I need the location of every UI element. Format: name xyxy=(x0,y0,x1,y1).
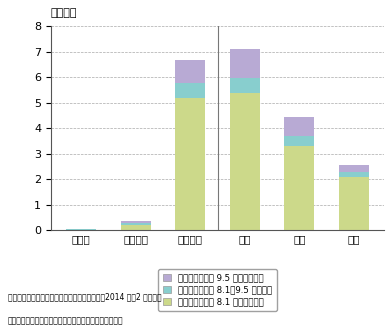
Bar xyxy=(121,221,151,223)
Text: （千社）: （千社） xyxy=(51,8,78,18)
Legend: 企業数（生産性 9.5 百万円以上）, 企業数（生産性 8.1～9.5 百万円）, 企業数（生産性 8.1 百万円未満）: 企業数（生産性 9.5 百万円以上）, 企業数（生産性 8.1～9.5 百万円）… xyxy=(158,269,277,311)
Bar xyxy=(121,225,151,230)
Text: 資料：経済産業省「企業活動基本調査」から再編加工。: 資料：経済産業省「企業活動基本調査」から再編加工。 xyxy=(8,317,123,326)
Bar xyxy=(175,61,205,83)
Bar xyxy=(339,172,369,177)
Bar xyxy=(230,49,260,78)
Bar xyxy=(175,98,205,230)
Bar xyxy=(285,117,314,137)
Bar xyxy=(230,93,260,230)
Bar xyxy=(285,146,314,230)
Text: 備考：労働生産性は、従業員あたり付加価値　2014 年　2 製造業。: 備考：労働生産性は、従業員あたり付加価値 2014 年 2 製造業。 xyxy=(8,292,162,301)
Bar xyxy=(66,229,96,230)
Bar xyxy=(339,165,369,172)
Bar xyxy=(230,78,260,93)
Bar xyxy=(285,137,314,146)
Bar xyxy=(175,83,205,98)
Bar xyxy=(121,223,151,225)
Bar xyxy=(339,177,369,230)
